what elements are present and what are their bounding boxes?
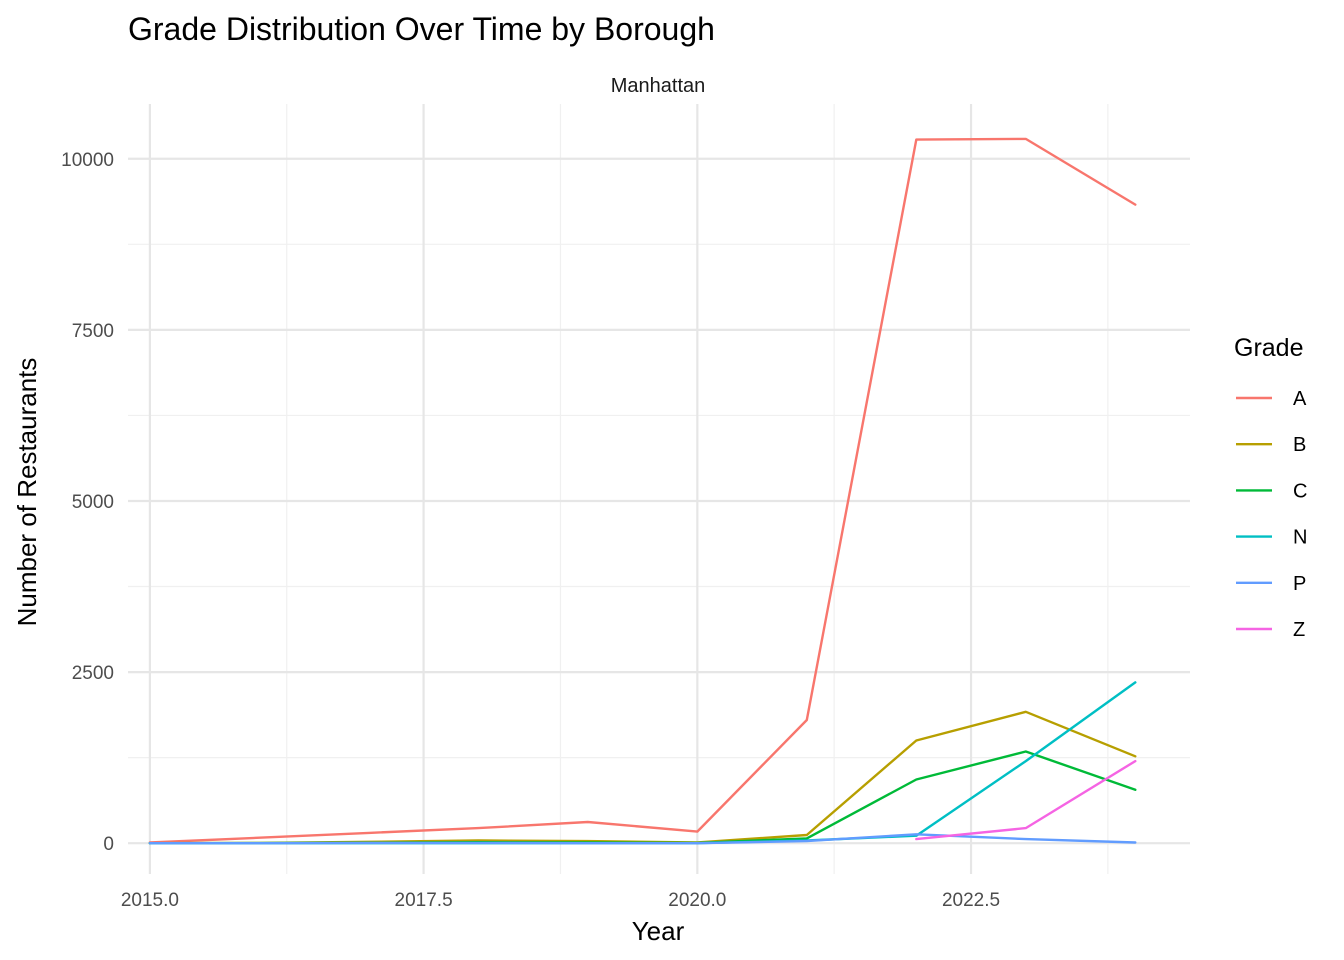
x-axis-ticks: 2015.0 2017.5 2020.0 2022.5	[121, 890, 1000, 911]
series-line-p	[148, 833, 1137, 845]
series-line-n	[148, 681, 1137, 845]
legend-label-a: A	[1293, 388, 1307, 410]
minor-gridlines	[128, 104, 1190, 874]
y-tick-label: 7500	[72, 321, 114, 342]
y-tick-label: 10000	[61, 150, 114, 171]
y-axis-title: Number of Restaurants	[12, 358, 42, 627]
x-tick-label: 2020.0	[668, 890, 726, 911]
legend-label-z: Z	[1293, 619, 1305, 641]
x-axis-title: Year	[632, 916, 685, 946]
facet-strip-label: Manhattan	[611, 75, 706, 97]
legend-title: Grade	[1234, 334, 1303, 362]
y-tick-label: 0	[103, 834, 114, 855]
series-line-a	[148, 137, 1137, 844]
legend-label-b: B	[1293, 434, 1306, 456]
x-tick-label: 2015.0	[121, 890, 179, 911]
x-tick-label: 2022.5	[942, 890, 1000, 911]
y-axis-ticks: 0 2500 5000 7500 10000	[61, 150, 114, 855]
series-lines	[148, 137, 1137, 845]
series-line-z	[915, 759, 1137, 841]
chart-title: Grade Distribution Over Time by Borough	[128, 11, 715, 47]
legend-label-p: P	[1293, 573, 1306, 595]
series-line-c	[148, 750, 1137, 845]
legend-label-c: C	[1293, 480, 1307, 502]
y-tick-label: 2500	[72, 663, 114, 684]
series-line-b	[148, 710, 1137, 845]
legend: Grade A B C N P Z	[1234, 334, 1307, 641]
x-tick-label: 2017.5	[395, 890, 453, 911]
legend-label-n: N	[1293, 527, 1307, 549]
legend-items: A B C N P Z	[1236, 388, 1307, 641]
y-tick-label: 5000	[72, 492, 114, 513]
